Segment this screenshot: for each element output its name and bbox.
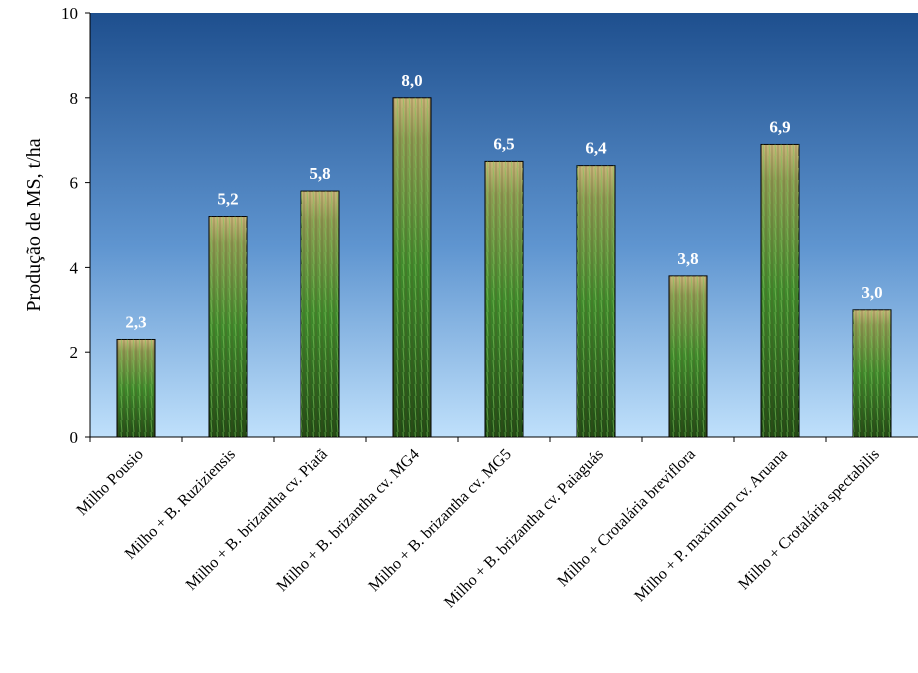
data-label: 3,0 (861, 283, 882, 302)
data-label: 6,4 (585, 139, 607, 158)
data-label: 8,0 (401, 71, 422, 90)
data-label: 2,3 (125, 312, 146, 331)
y-tick-label: 6 (70, 174, 79, 193)
bar-texture (485, 161, 523, 437)
x-tick-label: Milho + B. brizantha cv. Paiaguás (441, 446, 607, 612)
data-label: 5,8 (309, 164, 330, 183)
data-label: 3,8 (677, 249, 698, 268)
y-tick-label: 8 (70, 89, 79, 108)
x-tick-label: Milho Pousio (74, 446, 147, 519)
data-label: 6,9 (769, 117, 790, 136)
x-tick-label: Milho + P. maximum cv. Aruana (631, 446, 790, 605)
bar-texture (209, 216, 247, 437)
bar-texture (853, 309, 891, 437)
data-label: 5,2 (217, 190, 238, 209)
bar-texture (577, 165, 615, 437)
data-label: 6,5 (493, 134, 514, 153)
y-axis-title: Produção de MS, t/ha (23, 138, 45, 311)
y-tick-label: 10 (61, 4, 78, 23)
bar-texture (669, 275, 707, 437)
bar-texture (761, 144, 799, 437)
y-tick-label: 0 (70, 428, 79, 447)
y-tick-label: 2 (70, 343, 79, 362)
bar-texture (393, 97, 431, 438)
bar-texture (117, 339, 155, 437)
bar-texture (301, 191, 339, 437)
y-tick-label: 4 (70, 258, 79, 277)
